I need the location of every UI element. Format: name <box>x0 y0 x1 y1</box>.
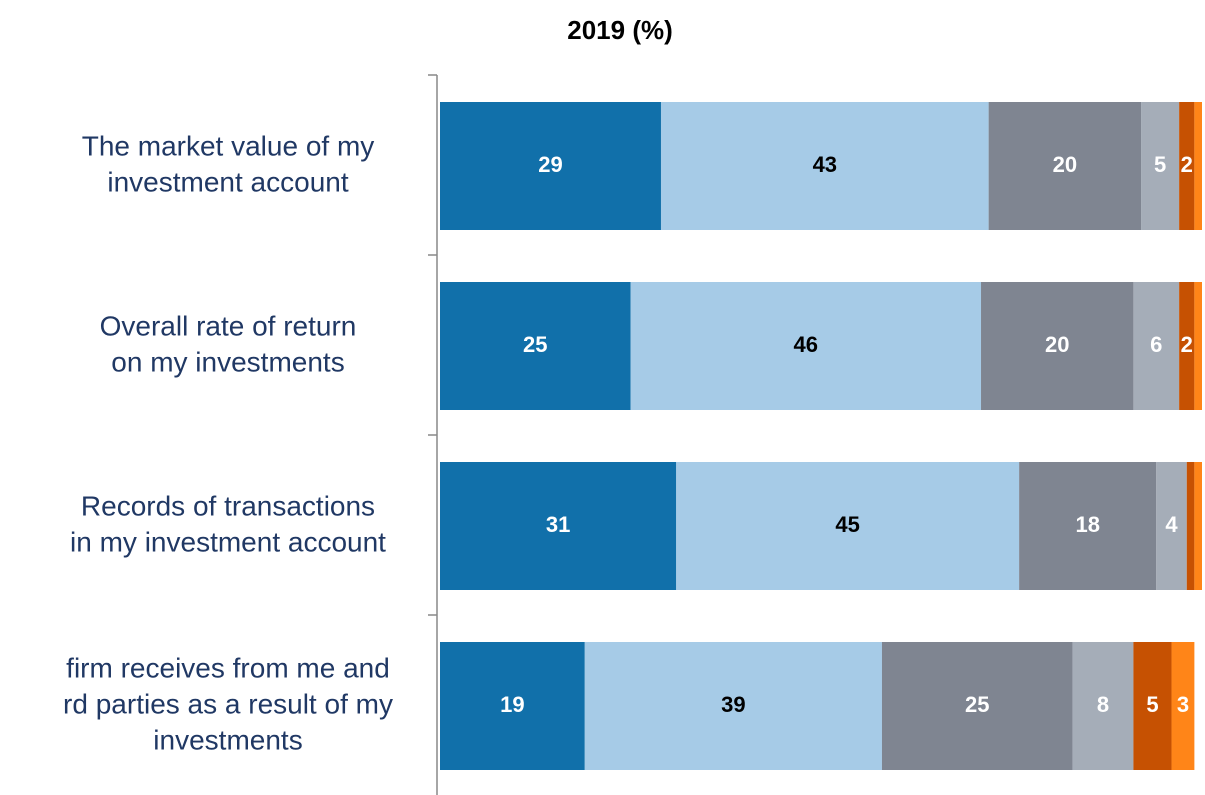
bar-segment <box>1019 462 1157 590</box>
bar-segment <box>630 282 982 410</box>
bar-segment <box>440 462 677 590</box>
category-label: on my investments <box>111 346 344 377</box>
bar-segment <box>1171 642 1195 770</box>
bar-segment <box>584 642 882 770</box>
bar-segment <box>981 282 1134 410</box>
bar-segment <box>1186 462 1195 590</box>
bar-segment <box>881 642 1073 770</box>
category-label: firm receives from me and <box>66 652 390 683</box>
chart-title: 2019 (%) <box>567 15 673 45</box>
value-label: 8 <box>1097 692 1109 717</box>
category-label: Overall rate of return <box>100 310 357 341</box>
value-label: 45 <box>835 512 859 537</box>
category-label: investments <box>153 724 302 755</box>
bar-segment <box>988 102 1142 230</box>
bar-segment <box>440 102 661 230</box>
value-label: 31 <box>546 512 570 537</box>
bar-segment <box>1179 102 1195 230</box>
value-label: 5 <box>1146 692 1158 717</box>
value-label: 2 <box>1181 152 1193 177</box>
category-label: Records of transactions <box>81 490 375 521</box>
bar-segment <box>1133 642 1172 770</box>
bar-segment <box>660 102 989 230</box>
category-label: investment account <box>107 166 348 197</box>
value-label: 5 <box>1154 152 1166 177</box>
bar-segment <box>1156 462 1187 590</box>
bar-segment <box>1141 102 1180 230</box>
bar-segment <box>1194 282 1202 410</box>
value-label: 29 <box>538 152 562 177</box>
value-label: 18 <box>1075 512 1099 537</box>
category-label: rd parties as a result of my <box>63 688 393 719</box>
value-label: 46 <box>794 332 818 357</box>
bar-segment <box>1133 282 1180 410</box>
value-label: 2 <box>1181 332 1193 357</box>
bar-segment <box>440 282 631 410</box>
bar-segment <box>1194 462 1202 590</box>
category-label: The market value of my <box>82 130 375 161</box>
value-label: 20 <box>1053 152 1077 177</box>
bar-segment <box>1072 642 1134 770</box>
value-label: 4 <box>1165 512 1178 537</box>
bar-segment <box>676 462 1020 590</box>
category-label: in my investment account <box>70 526 386 557</box>
bar-segment <box>1194 102 1202 230</box>
value-label: 20 <box>1045 332 1069 357</box>
bar-segment <box>1179 282 1195 410</box>
bar-segment <box>440 642 585 770</box>
value-label: 6 <box>1150 332 1162 357</box>
value-label: 19 <box>500 692 524 717</box>
value-label: 39 <box>721 692 745 717</box>
value-label: 25 <box>523 332 547 357</box>
value-label: 43 <box>813 152 837 177</box>
value-label: 25 <box>965 692 989 717</box>
value-label: 3 <box>1177 692 1189 717</box>
